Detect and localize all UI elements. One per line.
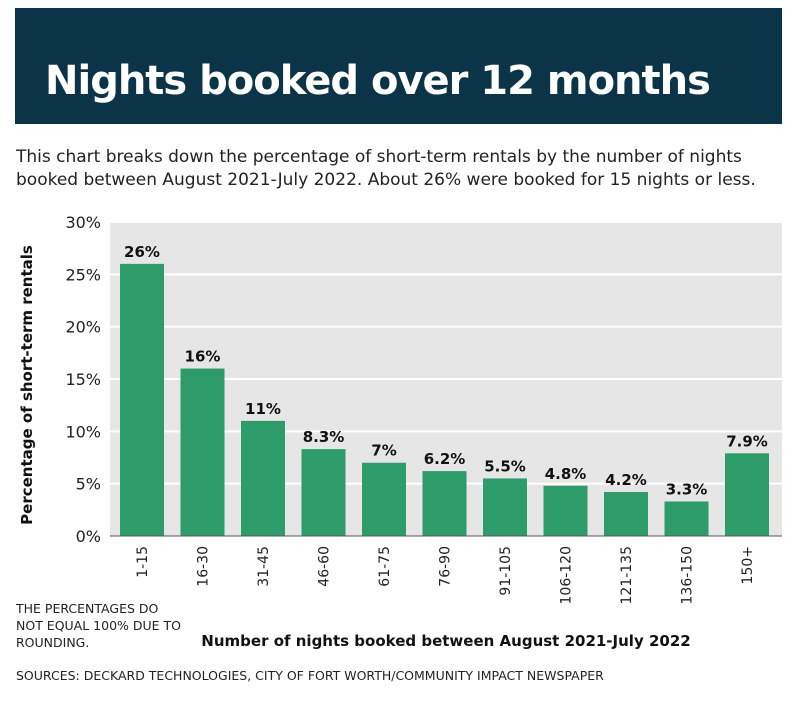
bar (301, 449, 346, 536)
data-label: 4.8% (545, 465, 587, 483)
data-label: 4.2% (605, 471, 647, 489)
y-tick-label: 15% (65, 370, 101, 389)
x-tick-label: 91-105 (498, 546, 514, 596)
y-tick-label: 5% (76, 475, 101, 494)
bar (543, 485, 588, 536)
data-label: 26% (124, 243, 160, 261)
x-tick-label: 1-15 (135, 546, 151, 578)
data-label: 5.5% (484, 457, 526, 475)
data-label: 11% (245, 400, 281, 418)
x-axis-ticks: 1-15 16-30 31-45 46-60 61-75 76-90 91-105 106-1… (110, 535, 782, 605)
data-label: 16% (185, 348, 221, 366)
x-tick-label: 76-90 (438, 546, 454, 587)
title-banner: Nights booked over 12 months (15, 8, 782, 124)
bar (604, 492, 648, 536)
bar (664, 501, 709, 536)
y-axis-ticks: 0% 5% 10% 15% 20% 25% 30% (65, 213, 101, 546)
y-tick-label: 25% (65, 265, 101, 284)
x-tick-label: 61-75 (377, 546, 393, 587)
data-labels: 26% 16% 11% 8.3% 7% 6.2% 5.5% 4.8% 4.2% 3.3% 7.9% (124, 243, 768, 499)
y-tick-label: 0% (76, 527, 101, 546)
x-tick-label: 121-135 (619, 546, 635, 605)
data-label: 7% (371, 442, 396, 460)
x-tick-label: 31-45 (256, 546, 272, 587)
bar (483, 478, 527, 536)
data-label: 8.3% (303, 428, 345, 446)
x-tick-label: 136-150 (680, 546, 696, 605)
bar (120, 263, 164, 536)
x-tick-label: 16-30 (196, 546, 212, 587)
bars (120, 263, 769, 536)
rounding-note: THE PERCENTAGES DO NOT EQUAL 100% DUE TO… (16, 601, 182, 650)
x-tick-label: 150+ (740, 546, 756, 584)
bar (241, 420, 285, 536)
data-label: 6.2% (424, 450, 466, 468)
data-label: 3.3% (666, 480, 708, 498)
bar (362, 462, 406, 536)
x-tick-label: 106-120 (559, 546, 575, 605)
bar (180, 368, 225, 536)
bar (725, 453, 769, 536)
y-axis-label: Percentage of short-term rentals (18, 245, 36, 525)
x-tick-label: 46-60 (317, 546, 333, 587)
chart-title: Nights booked over 12 months (45, 58, 711, 104)
y-tick-label: 30% (65, 213, 101, 232)
bar (422, 471, 467, 536)
chart-subtitle: This chart breaks down the percentage of… (16, 147, 756, 190)
x-axis-label: Number of nights booked between August 2… (201, 632, 690, 650)
sources-line: SOURCES: DECKARD TECHNOLOGIES, CITY OF F… (16, 668, 604, 683)
data-label: 7.9% (726, 432, 768, 450)
y-tick-label: 10% (65, 422, 101, 441)
y-tick-label: 20% (65, 318, 101, 337)
